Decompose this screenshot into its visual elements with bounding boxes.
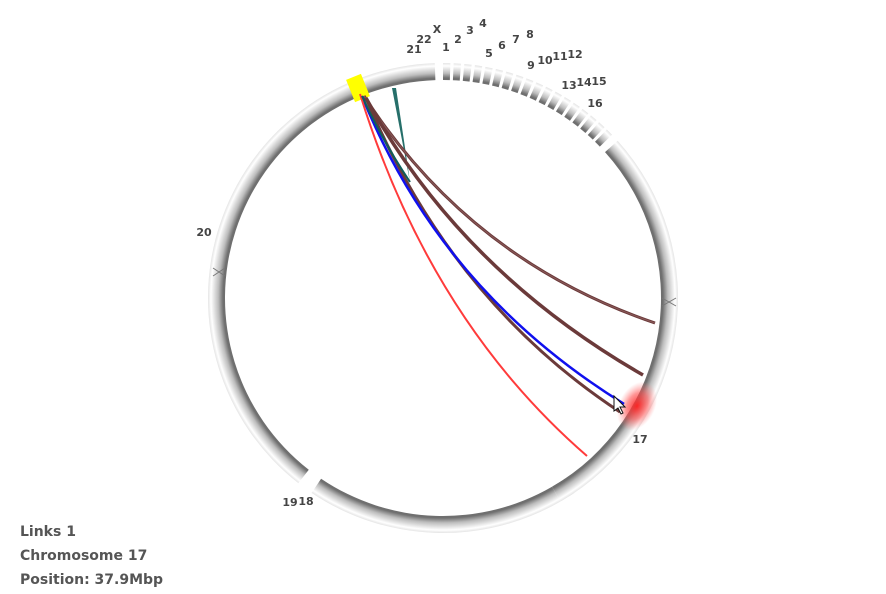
chromosome-label-14: 14: [576, 76, 592, 89]
chromosome-tick[interactable]: [559, 478, 575, 497]
chromosome-18-segment[interactable]: [311, 478, 561, 533]
chromosome-tick[interactable]: [587, 122, 605, 140]
chromosome-label-22: 22: [416, 33, 431, 46]
chromosome-label-1: 1: [442, 41, 450, 54]
ideogram-ring: [207, 63, 678, 533]
link-teal-2[interactable]: [361, 95, 411, 183]
chromosome-tick[interactable]: [482, 66, 493, 85]
chromosome-20-segment[interactable]: [207, 63, 436, 484]
link-brown-1-inner: [363, 95, 656, 324]
source-highlight: [346, 73, 370, 103]
chromosome-label-4: 4: [479, 17, 487, 30]
chromosome-tick[interactable]: [538, 86, 553, 106]
chromosome-label-7: 7: [512, 33, 520, 46]
chromosome-tick[interactable]: [443, 63, 451, 81]
chromosome-label-2: 2: [454, 33, 462, 46]
chromosome-tick[interactable]: [472, 65, 483, 84]
centromere-mark-20: [212, 267, 226, 277]
mouse-cursor-icon: [613, 394, 627, 415]
chromosome-tick[interactable]: [555, 96, 571, 116]
chromosome-readout: Chromosome 17: [20, 548, 148, 564]
chromosome-label-X: X: [433, 23, 442, 36]
chromosome-tick[interactable]: [580, 115, 597, 133]
chromosome-label-6: 6: [498, 39, 506, 52]
chromosome-label-21: 21: [406, 43, 421, 56]
info-panel: Links 1 Chromosome 17 Position: 37.9Mbp: [20, 520, 163, 592]
chromosome-label-19: 19: [282, 496, 297, 509]
chromosome-tick[interactable]: [552, 482, 568, 502]
chromosome-label-13: 13: [561, 79, 576, 92]
chromosome-label-18: 18: [298, 495, 313, 508]
links: [359, 88, 656, 457]
chromosome-label-10: 10: [537, 54, 553, 67]
chromosome-label-9: 9: [527, 59, 535, 72]
chromosome-label-20: 20: [196, 226, 212, 239]
chromosome-17-segment[interactable]: [552, 140, 678, 502]
link-red[interactable]: [359, 93, 588, 457]
chromosome-tick[interactable]: [564, 102, 580, 121]
chromosome-tick[interactable]: [452, 63, 462, 81]
chromosome-tick[interactable]: [520, 78, 534, 97]
chromosome-tick[interactable]: [462, 63, 472, 82]
centromere-marks: [212, 267, 677, 307]
chromosome-label-16: 16: [587, 97, 603, 110]
chromosome-label-17: 17: [632, 433, 647, 446]
position-readout: Position: 37.9Mbp: [20, 572, 164, 588]
links-count: Links 1: [20, 524, 76, 540]
chromosome-tick[interactable]: [594, 129, 613, 147]
chromosome-label-12: 12: [567, 48, 582, 61]
link-brown-2[interactable]: [364, 97, 644, 377]
chromosome-tick[interactable]: [547, 91, 562, 110]
chromosome-label-11: 11: [552, 50, 567, 63]
small-chromosome-ticks: [443, 63, 613, 502]
chromosome-label-8: 8: [526, 28, 534, 41]
link-blue[interactable]: [360, 95, 625, 406]
chromosome-label-15: 15: [591, 75, 606, 88]
link-brown-1[interactable]: [362, 95, 656, 325]
chromosome-tick[interactable]: [492, 69, 504, 88]
chromosome-tick[interactable]: [529, 82, 544, 101]
chromosome-label-5: 5: [485, 47, 493, 60]
chromosome-tick[interactable]: [501, 71, 514, 90]
target-highlight: [616, 381, 658, 431]
chromosome-tick[interactable]: [572, 108, 589, 127]
centromere-mark-17: [661, 297, 677, 307]
chromosome-label-3: 3: [466, 24, 474, 37]
chromosome-tick[interactable]: [511, 74, 524, 94]
